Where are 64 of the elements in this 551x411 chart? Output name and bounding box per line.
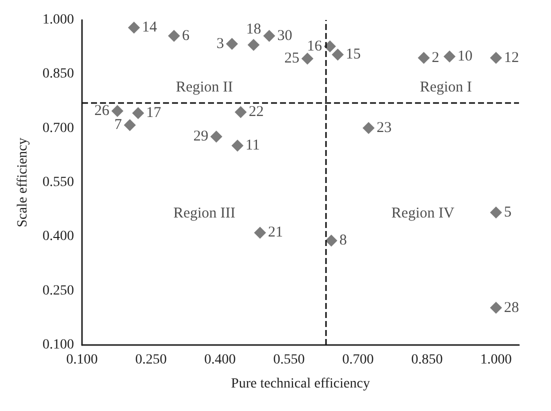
point — [128, 22, 140, 34]
point — [111, 105, 124, 117]
point — [418, 52, 430, 64]
y-tick-label: 0.250 — [42, 283, 74, 298]
point — [444, 50, 456, 62]
point — [231, 140, 244, 152]
point — [248, 38, 260, 51]
annotation: 3 — [216, 36, 224, 52]
annotation: 28 — [504, 300, 519, 316]
annotation: 30 — [277, 28, 292, 44]
point — [362, 122, 375, 134]
annotation: 25 — [284, 50, 300, 67]
annotation: 29 — [193, 128, 208, 145]
x-tick-label: 0.400 — [204, 352, 236, 368]
annotation: 23 — [376, 120, 392, 136]
annotation: 16 — [306, 38, 322, 54]
annotation: 18 — [246, 21, 262, 38]
x-tick-label: 0.550 — [273, 352, 305, 368]
annotation: 2 — [432, 50, 440, 66]
x-tick-label: 1.000 — [480, 352, 512, 368]
point — [168, 30, 180, 42]
annotation: 22 — [248, 104, 264, 120]
x-axis-title: Pure technical efficiency — [231, 376, 370, 392]
annotation: 6 — [182, 28, 190, 44]
annotation: 11 — [245, 138, 260, 154]
x-tick-label: 0.250 — [135, 352, 167, 368]
point — [226, 38, 238, 50]
annotation: 14 — [142, 20, 158, 36]
annotation: Region I — [420, 80, 472, 96]
point — [124, 119, 136, 132]
annotation: 17 — [146, 105, 162, 122]
x-tick-label: 0.850 — [411, 352, 443, 368]
point — [301, 52, 314, 65]
point — [490, 302, 502, 314]
annotation: 26 — [94, 103, 110, 119]
point — [324, 40, 336, 52]
point — [490, 52, 502, 64]
point — [254, 226, 266, 239]
x-tick-label: 0.100 — [66, 352, 98, 368]
y-tick-label: 0.550 — [42, 175, 74, 190]
point — [332, 48, 344, 61]
x-tick-label: 0.700 — [342, 352, 374, 368]
point — [490, 206, 502, 218]
annotation: Region IV — [391, 206, 454, 222]
y-tick-label: 0.850 — [42, 66, 74, 82]
point — [132, 107, 144, 120]
point — [325, 234, 338, 247]
annotation: 15 — [346, 46, 361, 63]
annotation: 5 — [504, 204, 512, 220]
y-axis-title: Scale efficiency — [16, 138, 30, 228]
annotation: 12 — [504, 50, 519, 66]
annotation: Region III — [173, 206, 236, 222]
annotation: 7 — [114, 117, 122, 134]
point — [210, 130, 222, 143]
point — [263, 30, 276, 42]
y-tick-label: 0.400 — [42, 229, 74, 244]
annotation: 8 — [339, 232, 347, 249]
y-tick-label: 1.000 — [42, 12, 74, 28]
annotation: 10 — [458, 48, 473, 64]
point — [234, 106, 247, 118]
y-tick-label: 0.100 — [42, 338, 74, 352]
y-tick-label: 0.700 — [42, 120, 74, 136]
annotation: Region II — [176, 80, 233, 96]
annotation: 21 — [268, 224, 284, 241]
